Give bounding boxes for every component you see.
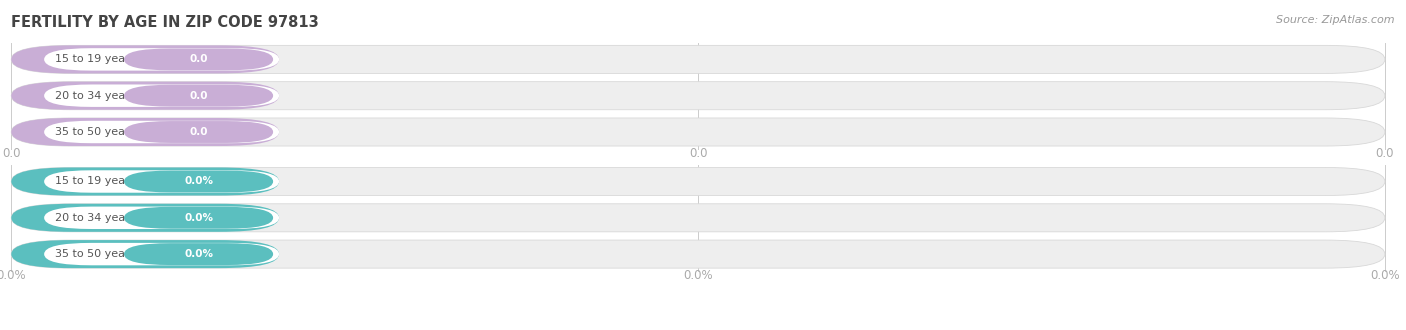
FancyBboxPatch shape bbox=[44, 207, 280, 229]
Text: Source: ZipAtlas.com: Source: ZipAtlas.com bbox=[1277, 15, 1395, 25]
FancyBboxPatch shape bbox=[124, 85, 273, 107]
Text: FERTILITY BY AGE IN ZIP CODE 97813: FERTILITY BY AGE IN ZIP CODE 97813 bbox=[11, 15, 319, 30]
Text: 0.0: 0.0 bbox=[689, 147, 707, 160]
FancyBboxPatch shape bbox=[11, 45, 280, 74]
FancyBboxPatch shape bbox=[11, 204, 280, 232]
Text: 0.0%: 0.0% bbox=[184, 177, 214, 186]
FancyBboxPatch shape bbox=[11, 204, 1385, 232]
FancyBboxPatch shape bbox=[44, 84, 280, 107]
FancyBboxPatch shape bbox=[44, 121, 280, 143]
FancyBboxPatch shape bbox=[11, 240, 1385, 268]
FancyBboxPatch shape bbox=[124, 171, 273, 192]
FancyBboxPatch shape bbox=[44, 48, 280, 71]
FancyBboxPatch shape bbox=[44, 243, 280, 265]
FancyBboxPatch shape bbox=[11, 45, 1385, 74]
FancyBboxPatch shape bbox=[124, 207, 273, 229]
FancyBboxPatch shape bbox=[11, 82, 280, 110]
FancyBboxPatch shape bbox=[44, 170, 280, 193]
FancyBboxPatch shape bbox=[11, 168, 1385, 195]
FancyBboxPatch shape bbox=[124, 243, 273, 265]
Text: 15 to 19 years: 15 to 19 years bbox=[55, 177, 136, 186]
Text: 0.0%: 0.0% bbox=[1369, 269, 1400, 282]
Text: 0.0%: 0.0% bbox=[683, 269, 713, 282]
FancyBboxPatch shape bbox=[124, 49, 273, 70]
Text: 20 to 34 years: 20 to 34 years bbox=[55, 91, 136, 101]
Text: 35 to 50 years: 35 to 50 years bbox=[55, 249, 136, 259]
Text: 35 to 50 years: 35 to 50 years bbox=[55, 127, 136, 137]
Text: 0.0%: 0.0% bbox=[184, 213, 214, 223]
FancyBboxPatch shape bbox=[11, 118, 1385, 146]
FancyBboxPatch shape bbox=[11, 118, 280, 146]
FancyBboxPatch shape bbox=[11, 82, 1385, 110]
Text: 0.0: 0.0 bbox=[190, 91, 208, 101]
FancyBboxPatch shape bbox=[124, 121, 273, 143]
Text: 0.0%: 0.0% bbox=[0, 269, 27, 282]
Text: 0.0: 0.0 bbox=[1, 147, 21, 160]
Text: 15 to 19 years: 15 to 19 years bbox=[55, 54, 136, 64]
Text: 0.0: 0.0 bbox=[1375, 147, 1395, 160]
FancyBboxPatch shape bbox=[11, 168, 280, 195]
Text: 0.0: 0.0 bbox=[190, 127, 208, 137]
Text: 0.0%: 0.0% bbox=[184, 249, 214, 259]
Text: 0.0: 0.0 bbox=[190, 54, 208, 64]
FancyBboxPatch shape bbox=[11, 240, 280, 268]
Text: 20 to 34 years: 20 to 34 years bbox=[55, 213, 136, 223]
